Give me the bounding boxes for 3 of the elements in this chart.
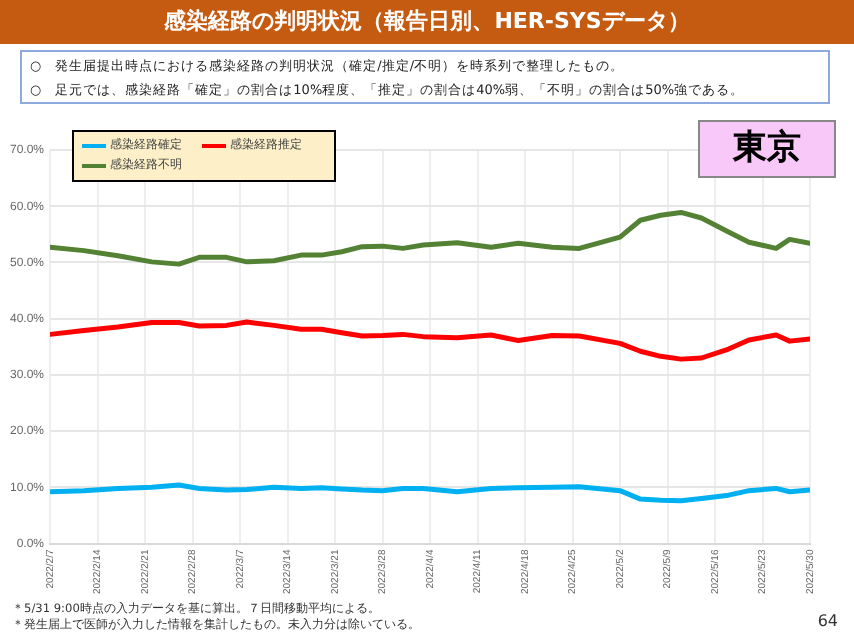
chart-title: 感染経路の判明状況（報告日別、HER-SYSデータ） (0, 0, 854, 44)
annotation: 東京 (698, 120, 836, 178)
text: 64 (817, 612, 838, 630)
